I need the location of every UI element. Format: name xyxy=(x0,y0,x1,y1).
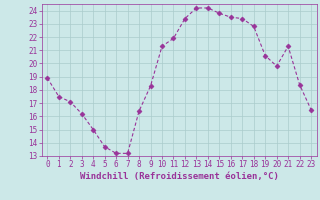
X-axis label: Windchill (Refroidissement éolien,°C): Windchill (Refroidissement éolien,°C) xyxy=(80,172,279,181)
